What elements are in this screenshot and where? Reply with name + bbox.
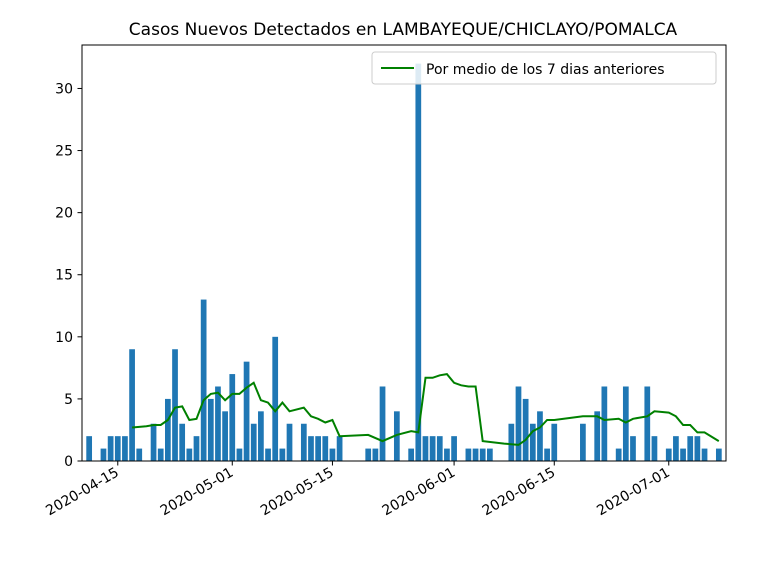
bar <box>250 423 257 461</box>
bar <box>537 411 543 461</box>
bar <box>429 436 436 461</box>
bar <box>601 386 608 461</box>
bar <box>644 386 651 461</box>
bar <box>594 411 601 461</box>
bar <box>122 436 128 461</box>
bar <box>315 436 321 461</box>
bar <box>114 436 121 461</box>
bar <box>157 448 164 461</box>
bar <box>300 423 307 461</box>
bar <box>329 448 336 461</box>
bar <box>322 436 329 461</box>
bar <box>551 423 558 461</box>
bar <box>436 436 443 461</box>
bar <box>186 448 193 461</box>
bar <box>179 423 186 461</box>
bar <box>615 448 622 461</box>
bar <box>680 448 686 461</box>
bar <box>193 436 200 461</box>
bar <box>487 448 493 461</box>
bar <box>580 423 586 461</box>
bar <box>529 423 536 461</box>
legend-label: Por medio de los 7 dias anteriores <box>426 62 665 78</box>
bar <box>236 448 243 461</box>
bar <box>379 386 386 461</box>
bar <box>308 436 314 461</box>
y-tick-label: 5 <box>64 392 73 408</box>
bar <box>472 448 479 461</box>
bar <box>715 448 722 461</box>
bar <box>451 436 457 461</box>
bar <box>243 361 250 461</box>
bar <box>673 436 679 461</box>
bar <box>701 448 708 461</box>
bar <box>165 398 171 461</box>
bar <box>207 398 214 461</box>
bar <box>86 436 93 461</box>
bar <box>622 386 629 461</box>
bar <box>408 448 415 461</box>
bar <box>415 63 422 461</box>
bar <box>687 436 694 461</box>
bar <box>229 374 236 461</box>
y-tick-label: 25 <box>55 144 73 160</box>
bar <box>444 448 450 461</box>
legend: Por medio de los 7 dias anteriores <box>371 51 717 85</box>
bar <box>272 336 279 461</box>
y-tick-label: 30 <box>55 81 73 97</box>
bar <box>651 436 658 461</box>
bar <box>200 299 207 461</box>
bar <box>258 411 264 461</box>
bar <box>372 448 379 461</box>
bar <box>393 411 400 461</box>
bar <box>422 436 429 461</box>
bar <box>129 349 135 461</box>
bar <box>630 436 636 461</box>
bar-series <box>86 63 722 461</box>
y-tick-label: 0 <box>64 454 73 470</box>
bar <box>136 448 143 461</box>
bar <box>336 436 343 461</box>
y-tick-label: 20 <box>55 206 73 222</box>
rolling-mean-line <box>132 373 720 446</box>
bar <box>172 349 178 461</box>
bar <box>150 423 157 461</box>
bar <box>222 411 228 461</box>
bar <box>515 386 522 461</box>
bar <box>522 398 529 461</box>
y-tick-label: 15 <box>55 268 73 284</box>
bar <box>465 448 472 461</box>
chart-title: Casos Nuevos Detectados en LAMBAYEQUE/CH… <box>129 20 678 40</box>
y-tick-label: 10 <box>55 330 73 346</box>
bar <box>694 436 701 461</box>
bar <box>665 448 672 461</box>
bar <box>107 436 114 461</box>
bar <box>479 448 486 461</box>
bar <box>544 448 550 461</box>
bar <box>279 448 286 461</box>
bar <box>215 386 221 461</box>
bar <box>100 448 107 461</box>
bar <box>265 448 271 461</box>
axes-frame <box>81 44 727 462</box>
bar <box>286 423 293 461</box>
legend-box <box>371 51 717 85</box>
bar <box>365 448 372 461</box>
bar <box>508 423 515 461</box>
